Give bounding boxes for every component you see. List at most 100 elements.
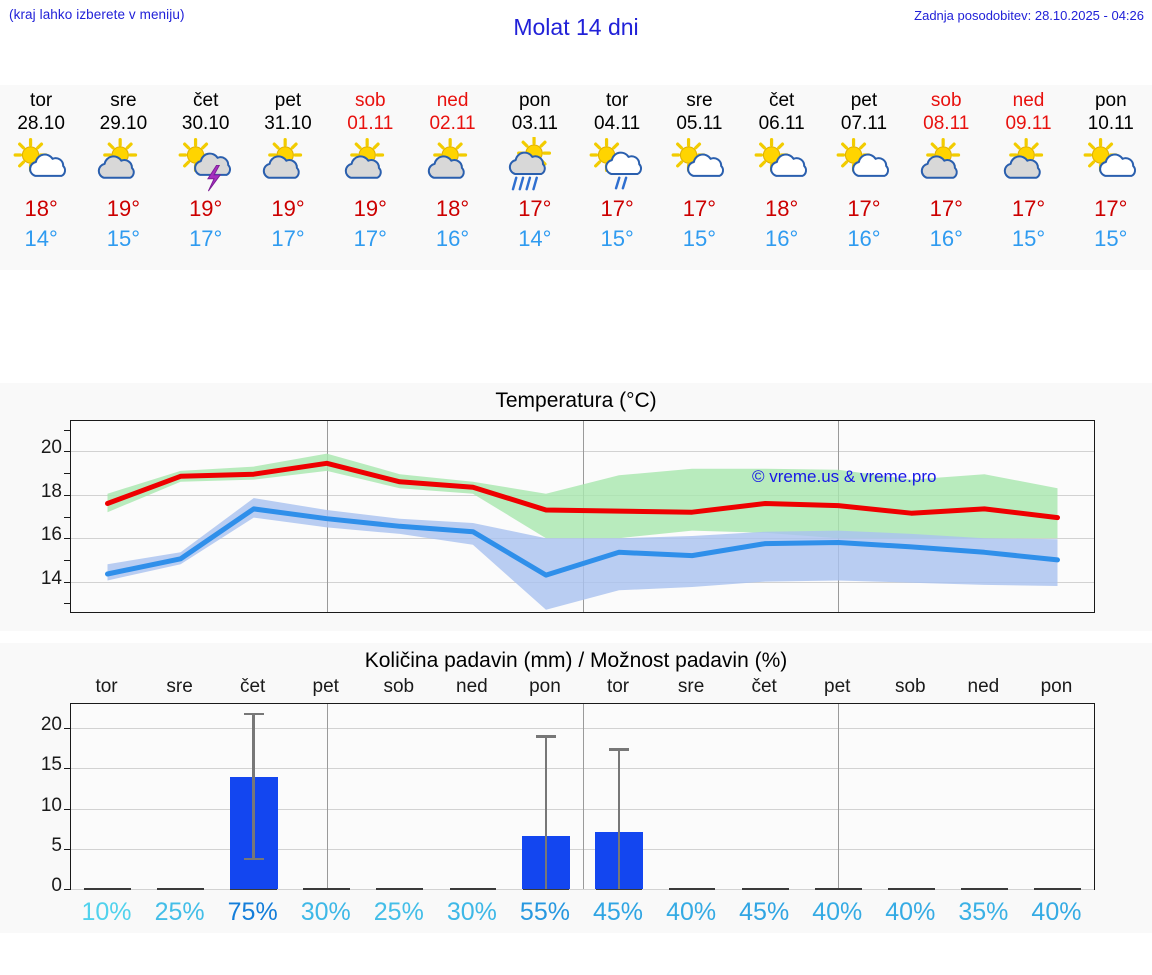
sun-cloud-icon: [752, 137, 812, 192]
temperature-axis-tick: [64, 538, 71, 540]
day-low-temperature: 14°: [518, 226, 552, 251]
temperature-axis-tick: [64, 516, 71, 518]
precipitation-probability-label: 30%: [446, 898, 497, 926]
day-of-week-label: pon: [1094, 90, 1127, 111]
precipitation-probability-label: 25%: [373, 898, 424, 926]
precipitation-error-bar: [617, 748, 621, 889]
day-of-week-label: tor: [606, 90, 629, 111]
day-date-label: 08.11: [923, 113, 970, 134]
day-low-temperature: 17°: [189, 226, 223, 251]
precipitation-zero-marker: [157, 888, 204, 890]
precipitation-axis-tick: [64, 808, 71, 810]
precipitation-y-tick-label: 10: [40, 794, 62, 816]
sun-greycloud-icon: [93, 137, 153, 192]
top-bar: (kraj lahko izberete v meniju) Molat 14 …: [0, 0, 1152, 46]
temperature-axis-tick: [64, 581, 71, 583]
precipitation-probability-label: 10%: [81, 898, 132, 926]
precipitation-day-label: pon: [1040, 676, 1073, 697]
day-of-week-label: ned: [1012, 90, 1045, 111]
temperature-line: [105, 460, 1060, 521]
precipitation-zero-marker: [668, 888, 716, 890]
sun-cloud-icon: [1081, 137, 1141, 192]
precipitation-probability-label: 40%: [1031, 898, 1082, 926]
precipitation-zero-marker: [84, 888, 131, 890]
day-low-temperature: 15°: [600, 226, 634, 251]
day-high-temperature: 17°: [847, 196, 881, 221]
precipitation-probability-label: 30%: [300, 898, 351, 926]
day-low-temperature: 16°: [435, 226, 470, 251]
day-high-temperature: 17°: [1094, 196, 1128, 221]
temperature-axis-tick: [64, 559, 71, 561]
day-of-week-label: sre: [686, 90, 713, 111]
precipitation-zero-marker: [1034, 888, 1081, 890]
sun-greycloud-icon: [423, 137, 483, 192]
day-column-07.11[interactable]: pet 07.11 17° 16°: [823, 85, 905, 270]
precipitation-day-label: ned: [967, 676, 1000, 697]
precipitation-zero-marker: [522, 888, 570, 890]
precipitation-probability-label: 25%: [154, 898, 205, 926]
precipitation-axis-tick: [64, 848, 71, 850]
day-date-label: 05.11: [676, 113, 723, 134]
temperature-chart-title: Temperatura (°C): [495, 389, 657, 412]
day-column-03.11[interactable]: pon 03.11 17° 14°: [494, 85, 576, 270]
copyright-credit: © vreme.us & vreme.pro: [752, 467, 937, 486]
sun-cloud-icon: [11, 137, 71, 192]
day-column-05.11[interactable]: sre 05.11 17° 15°: [658, 85, 740, 270]
sun-lightrain-icon: [587, 137, 647, 192]
precipitation-error-bar: [252, 712, 255, 858]
day-date-label: 04.11: [594, 113, 641, 134]
day-date-label: 31.10: [264, 113, 312, 134]
precipitation-y-tick-label: 5: [51, 834, 62, 856]
day-of-week-label: sob: [354, 90, 386, 111]
day-column-09.11[interactable]: ned 09.11 17° 15°: [987, 85, 1069, 270]
day-low-temperature: 15°: [106, 226, 141, 251]
day-column-04.11[interactable]: tor 04.11 17° 15°: [576, 85, 658, 270]
precipitation-vertical-gridline: [838, 704, 840, 889]
temperature-y-tick-label: 20: [40, 437, 62, 459]
day-low-temperature: 15°: [1011, 226, 1046, 251]
precipitation-vertical-gridline: [582, 704, 584, 889]
precipitation-probability-label: 40%: [666, 898, 717, 926]
day-high-temperature: 19°: [271, 196, 305, 221]
day-of-week-label: pet: [850, 90, 878, 111]
day-high-temperature: 18°: [765, 196, 799, 221]
temperature-y-tick-label: 14: [40, 567, 62, 589]
day-column-02.11[interactable]: ned 02.11 18° 16°: [411, 85, 493, 270]
day-low-temperature: 15°: [682, 226, 717, 251]
sun-rain-icon: [505, 136, 565, 192]
day-low-temperature: 14°: [24, 226, 58, 251]
day-of-week-label: pon: [518, 90, 551, 111]
precipitation-axis-tick: [64, 889, 71, 890]
day-column-30.10[interactable]: čet 30.10 19° 17°: [165, 85, 247, 270]
sun-greycloud-icon: [999, 137, 1059, 192]
day-date-label: 07.11: [840, 113, 888, 134]
sun-greycloud-icon: [258, 137, 318, 192]
day-low-temperature: 15°: [1094, 226, 1128, 251]
precipitation-day-label: čet: [239, 676, 266, 697]
precipitation-zero-marker: [595, 888, 643, 890]
precipitation-error-cap: [609, 748, 630, 751]
day-column-06.11[interactable]: čet 06.11 18° 16°: [741, 85, 823, 270]
daily-forecast-strip: tor 28.10 18° 14° sre 29.10 19° 15° čet 30.10 19° 1…: [0, 85, 1152, 270]
precipitation-error-bar: [544, 735, 548, 889]
day-column-08.11[interactable]: sob 08.11 17° 16°: [905, 85, 987, 270]
precipitation-zero-marker: [230, 888, 278, 890]
precipitation-error-cap: [535, 735, 556, 738]
day-column-28.10[interactable]: tor 28.10 18° 14°: [0, 85, 82, 270]
day-column-29.10[interactable]: sre 29.10 19° 15°: [82, 85, 164, 270]
day-of-week-label: ned: [436, 90, 469, 111]
precipitation-day-label: sob: [383, 676, 415, 697]
day-date-label: 10.11: [1087, 113, 1134, 134]
precipitation-day-label: tor: [95, 676, 118, 697]
day-date-label: 01.11: [347, 113, 394, 134]
day-of-week-label: čet: [193, 90, 219, 111]
menu-hint-text: (kraj lahko izberete v meniju): [9, 7, 185, 22]
day-date-label: 29.10: [99, 113, 148, 134]
day-column-31.10[interactable]: pet 31.10 19° 17°: [247, 85, 329, 270]
day-date-label: 03.11: [511, 113, 558, 134]
day-column-10.11[interactable]: pon 10.11 17° 15°: [1070, 85, 1152, 270]
day-high-temperature: 17°: [1011, 196, 1046, 221]
day-column-01.11[interactable]: sob 01.11 19° 17°: [329, 85, 411, 270]
temperature-range-band: [107, 498, 1058, 610]
precipitation-day-label: čet: [751, 676, 777, 697]
